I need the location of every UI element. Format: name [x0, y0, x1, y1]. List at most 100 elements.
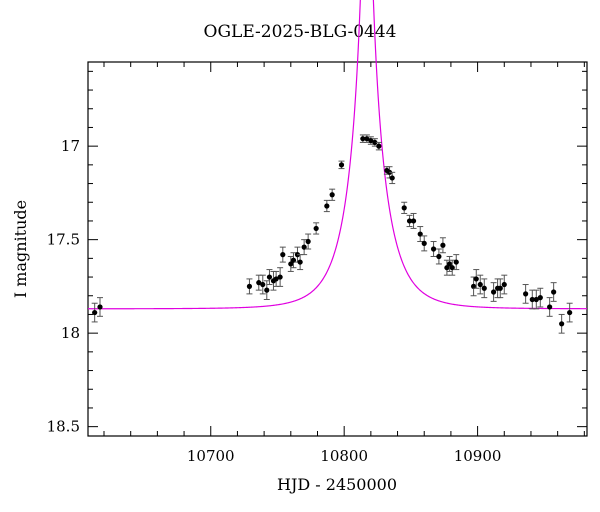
- data-point: [446, 255, 453, 272]
- data-marker: [273, 276, 279, 282]
- data-marker: [410, 218, 417, 224]
- data-marker: [368, 137, 374, 144]
- tick-labels: 10700 10800 10900 17 17.5 18 18.5: [47, 137, 502, 465]
- data-point: [439, 237, 446, 254]
- data-marker: [324, 203, 330, 209]
- data-point: [421, 235, 428, 252]
- data-point: [550, 282, 557, 302]
- y-tick-label: 18: [61, 324, 80, 342]
- data-marker: [453, 259, 459, 265]
- data-point: [287, 255, 294, 272]
- data-point: [323, 199, 330, 213]
- data-point: [537, 287, 544, 308]
- y-tick-label: 17: [61, 137, 80, 155]
- data-point: [477, 274, 484, 295]
- y-axis-label: I magnitude: [11, 200, 30, 298]
- data-marker: [97, 304, 103, 310]
- plot-frame: [87, 61, 588, 437]
- data-point: [97, 297, 104, 317]
- data-point: [566, 302, 573, 323]
- data-marker: [406, 218, 413, 224]
- data-marker: [290, 257, 297, 263]
- model-curve: [88, 0, 588, 310]
- data-marker: [338, 162, 345, 168]
- data-marker: [481, 285, 487, 291]
- y-tick-label: 17.5: [47, 231, 80, 249]
- data-marker: [329, 192, 335, 198]
- data-marker: [477, 281, 483, 288]
- data-point: [375, 141, 382, 151]
- data-marker: [364, 136, 370, 142]
- data-marker: [440, 242, 446, 248]
- data-marker: [444, 265, 450, 271]
- data-point: [246, 278, 253, 295]
- data-point: [329, 188, 336, 201]
- data-marker: [533, 296, 539, 303]
- data-marker: [559, 321, 565, 327]
- data-point: [263, 280, 270, 300]
- axis-ticks: [88, 62, 587, 436]
- data-marker: [301, 244, 307, 250]
- data-marker: [501, 281, 507, 288]
- data-marker: [547, 304, 553, 310]
- data-point: [533, 289, 540, 310]
- y-tick-label: 18.5: [47, 418, 80, 436]
- data-point: [430, 241, 437, 257]
- data-point: [91, 302, 98, 323]
- data-marker: [436, 253, 442, 260]
- x-axis-label: HJD - 2450000: [277, 475, 397, 494]
- data-marker: [246, 283, 253, 289]
- data-point: [371, 138, 378, 147]
- data-marker: [491, 289, 497, 295]
- data-point: [255, 274, 262, 291]
- data-point: [301, 239, 308, 256]
- data-marker: [523, 291, 529, 297]
- data-point: [367, 136, 374, 145]
- data-point: [490, 282, 497, 302]
- data-marker: [256, 280, 262, 286]
- data-marker: [372, 139, 378, 146]
- data-point: [389, 171, 396, 185]
- data-marker: [473, 276, 479, 282]
- data-points: [91, 134, 573, 334]
- data-point: [259, 274, 266, 295]
- data-point: [266, 269, 273, 286]
- data-marker: [288, 261, 294, 267]
- data-marker: [313, 225, 319, 232]
- data-point: [277, 267, 284, 287]
- data-marker: [92, 309, 98, 316]
- data-marker: [280, 252, 286, 258]
- data-marker: [567, 309, 573, 316]
- data-point: [470, 276, 477, 297]
- data-point: [290, 252, 297, 269]
- data-marker: [551, 289, 557, 295]
- data-point: [279, 246, 286, 263]
- data-point: [410, 212, 417, 229]
- data-marker: [266, 274, 273, 280]
- data-point: [305, 233, 312, 250]
- data-marker: [537, 295, 543, 301]
- data-point: [522, 284, 529, 304]
- data-marker: [470, 283, 477, 289]
- data-point: [453, 254, 460, 271]
- data-marker: [260, 281, 266, 288]
- data-point: [435, 248, 442, 265]
- data-point: [338, 160, 345, 170]
- data-marker: [401, 205, 407, 211]
- x-tick-label: 10700: [187, 447, 235, 465]
- data-point: [558, 313, 565, 334]
- data-marker: [430, 246, 437, 252]
- data-point: [473, 269, 480, 289]
- data-point: [313, 222, 320, 235]
- data-marker: [264, 287, 270, 293]
- data-marker: [305, 238, 311, 245]
- data-point: [417, 226, 424, 243]
- data-marker: [376, 143, 382, 149]
- data-point: [481, 278, 488, 299]
- data-point: [443, 259, 450, 276]
- data-marker: [497, 285, 503, 291]
- data-marker: [360, 136, 366, 142]
- data-point: [401, 201, 408, 214]
- data-point: [363, 134, 370, 143]
- data-point: [406, 214, 413, 228]
